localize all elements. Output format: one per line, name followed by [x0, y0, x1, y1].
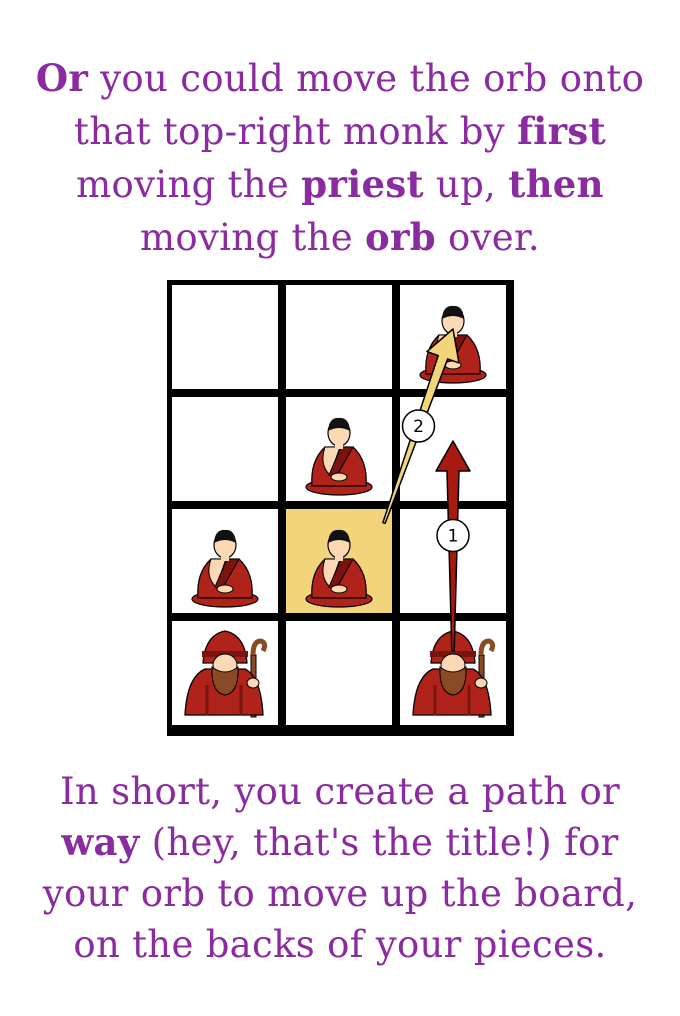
priest-piece: [412, 630, 496, 718]
board-cell: [172, 397, 278, 501]
emphasis-text: way: [61, 820, 140, 864]
board-cell: [172, 285, 278, 389]
board-cell: [286, 285, 392, 389]
move-arrow-1: 1: [435, 440, 471, 652]
game-board: 12: [167, 280, 514, 736]
body-text: on the backs of your pieces.: [73, 923, 607, 966]
body-text: you could move the orb onto: [88, 57, 645, 100]
instruction-text-bottom: In short, you create a path or way (hey, …: [0, 766, 680, 970]
body-text: In short, you create a path or: [59, 770, 621, 813]
emphasis-text: then: [508, 162, 604, 206]
monk-piece: [191, 529, 259, 608]
move-arrow-2: 2: [382, 328, 460, 525]
body-text: over.: [435, 216, 540, 259]
emphasis-text: first: [517, 109, 606, 153]
monk-piece: [305, 529, 373, 608]
step-badge: [436, 518, 470, 553]
body-text: moving the: [139, 216, 366, 259]
body-text: moving the: [76, 163, 302, 206]
emphasis-text: Or: [35, 56, 89, 100]
body-text: your orb to move up the board,: [42, 872, 638, 915]
emphasis-text: orb: [365, 215, 436, 259]
body-text: up,: [423, 163, 509, 206]
step-badge: [401, 409, 436, 443]
instruction-text-top: Or you could move the orb onto that top-r…: [0, 52, 680, 264]
body-text: (hey, that's the title!) for: [139, 821, 619, 864]
emphasis-text: priest: [301, 162, 424, 206]
board-cell: [286, 621, 392, 725]
step-number: 2: [413, 417, 424, 437]
monk-piece: [305, 417, 373, 496]
priest-piece: [184, 630, 268, 718]
body-text: that top-right monk by: [74, 110, 518, 153]
step-number: 1: [448, 527, 459, 547]
